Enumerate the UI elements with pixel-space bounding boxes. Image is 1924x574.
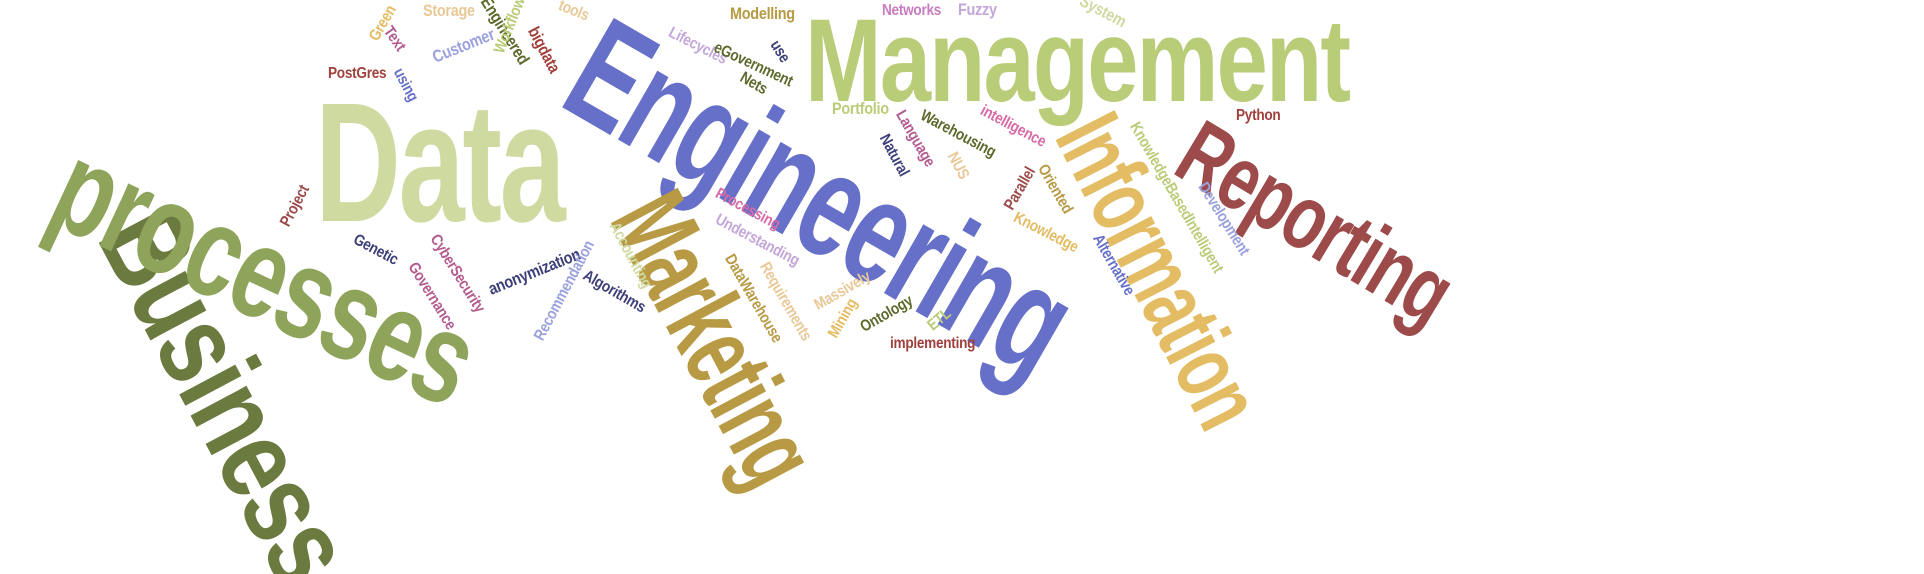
word-implementing: implementing xyxy=(890,335,976,352)
word-networks: Networks xyxy=(882,2,942,19)
word-customer: Customer xyxy=(429,24,498,67)
word-parallel: Parallel xyxy=(1001,164,1039,213)
word-data: Data xyxy=(315,68,566,258)
word-portfolio: Portfolio xyxy=(832,99,889,118)
word-postgres: PostGres xyxy=(328,65,387,82)
word-management: Management xyxy=(805,0,1351,127)
word-tools: tools xyxy=(556,0,592,25)
word-use: use xyxy=(766,37,793,66)
word-python: Python xyxy=(1236,107,1281,124)
word-fuzzy: Fuzzy xyxy=(958,0,997,19)
word-modelling: Modelling xyxy=(730,4,795,23)
word-storage: Storage xyxy=(423,1,475,20)
